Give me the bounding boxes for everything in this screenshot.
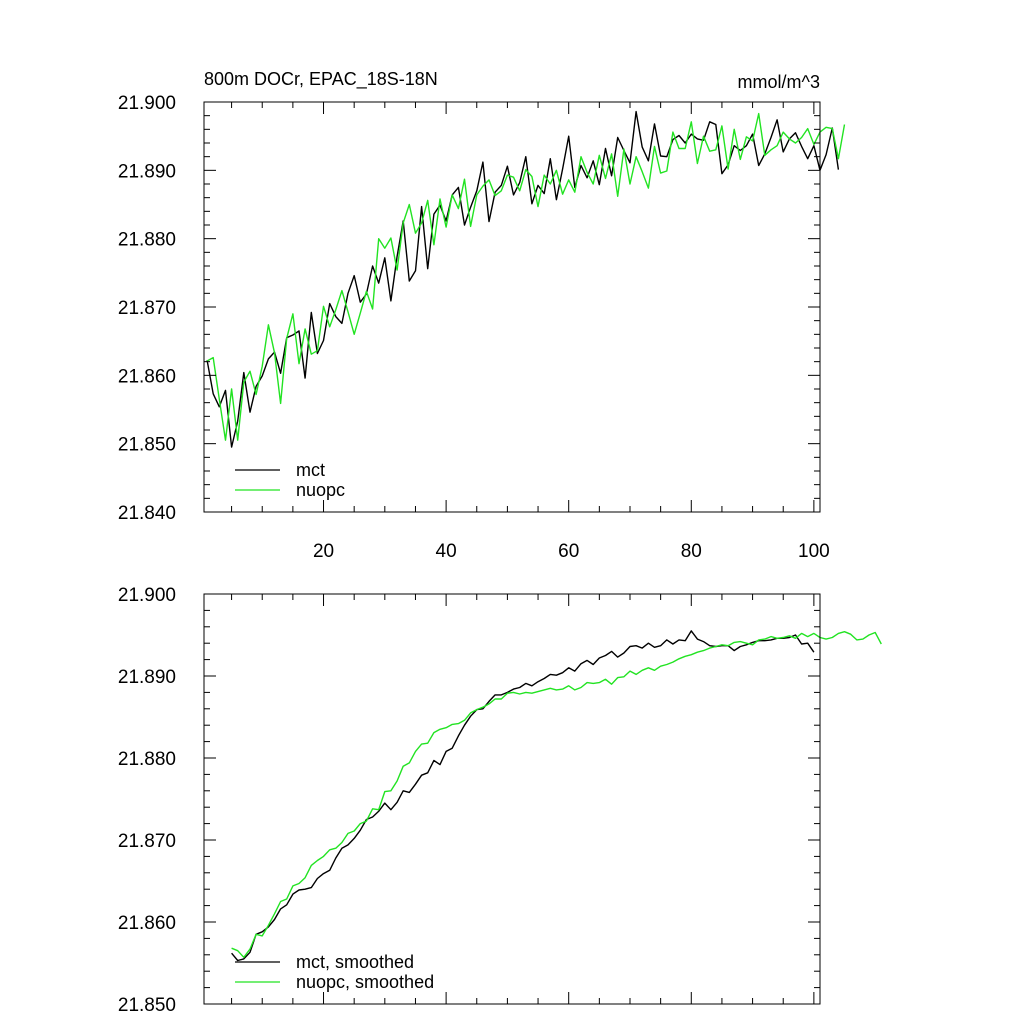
- top-xtick-label: 100: [798, 541, 830, 562]
- top-ytick-label: 21.860: [118, 366, 176, 387]
- top-xtick-label: 20: [313, 541, 334, 562]
- bottom-legend: mct, smoothed nuopc, smoothed: [235, 952, 434, 992]
- top-ytick-label: 21.850: [118, 435, 176, 456]
- bottom-plot-frame: [203, 593, 821, 1005]
- top-panel: 800m DOCr, EPAC_18S-18N mmol/m^3 21.8402…: [118, 69, 846, 562]
- series-line-mct: [206, 110, 840, 448]
- top-ytick-label: 21.890: [118, 161, 176, 182]
- bottom-ytick-label: 21.860: [118, 913, 176, 934]
- top-ytick-label: 21.840: [118, 503, 176, 524]
- top-ytick-label: 21.870: [118, 298, 176, 319]
- legend-label-nuopc-smoothed: nuopc, smoothed: [296, 972, 434, 992]
- series-line-nuopc: [206, 112, 846, 441]
- bottom-ytick-label: 21.850: [118, 995, 176, 1016]
- bottom-axis-ticks: 21.850 21.860 21.870 21.880 21.890 21.900: [118, 585, 820, 1016]
- top-xtick-label: 60: [558, 541, 579, 562]
- legend-label-nuopc: nuopc: [296, 480, 345, 500]
- top-ytick-label: 21.900: [118, 93, 176, 114]
- chart-title: 800m DOCr, EPAC_18S-18N: [204, 69, 438, 90]
- top-xtick-label: 80: [681, 541, 702, 562]
- top-legend: mct nuopc: [235, 460, 345, 500]
- bottom-ytick-label: 21.880: [118, 749, 176, 770]
- bottom-ytick-label: 21.870: [118, 831, 176, 852]
- top-axis-ticks: 21.840 21.850 21.860 21.870 21.880 21.890 21.9…: [118, 93, 830, 562]
- top-plot-lines: [206, 110, 846, 448]
- bottom-panel: 21.850 21.860 21.870 21.880 21.890 21.900 mct…: [118, 585, 882, 1016]
- bottom-ytick-label: 21.890: [118, 667, 176, 688]
- series-line-nuopc-smoothed: [231, 631, 882, 958]
- top-xtick-label: 40: [436, 541, 457, 562]
- top-plot-frame: [203, 101, 821, 513]
- legend-label-mct-smoothed: mct, smoothed: [296, 952, 414, 972]
- bottom-plot-lines: [231, 630, 882, 962]
- bottom-ytick-label: 21.900: [118, 585, 176, 606]
- legend-label-mct: mct: [296, 460, 325, 480]
- units-label: mmol/m^3: [738, 72, 820, 92]
- top-ytick-label: 21.880: [118, 230, 176, 251]
